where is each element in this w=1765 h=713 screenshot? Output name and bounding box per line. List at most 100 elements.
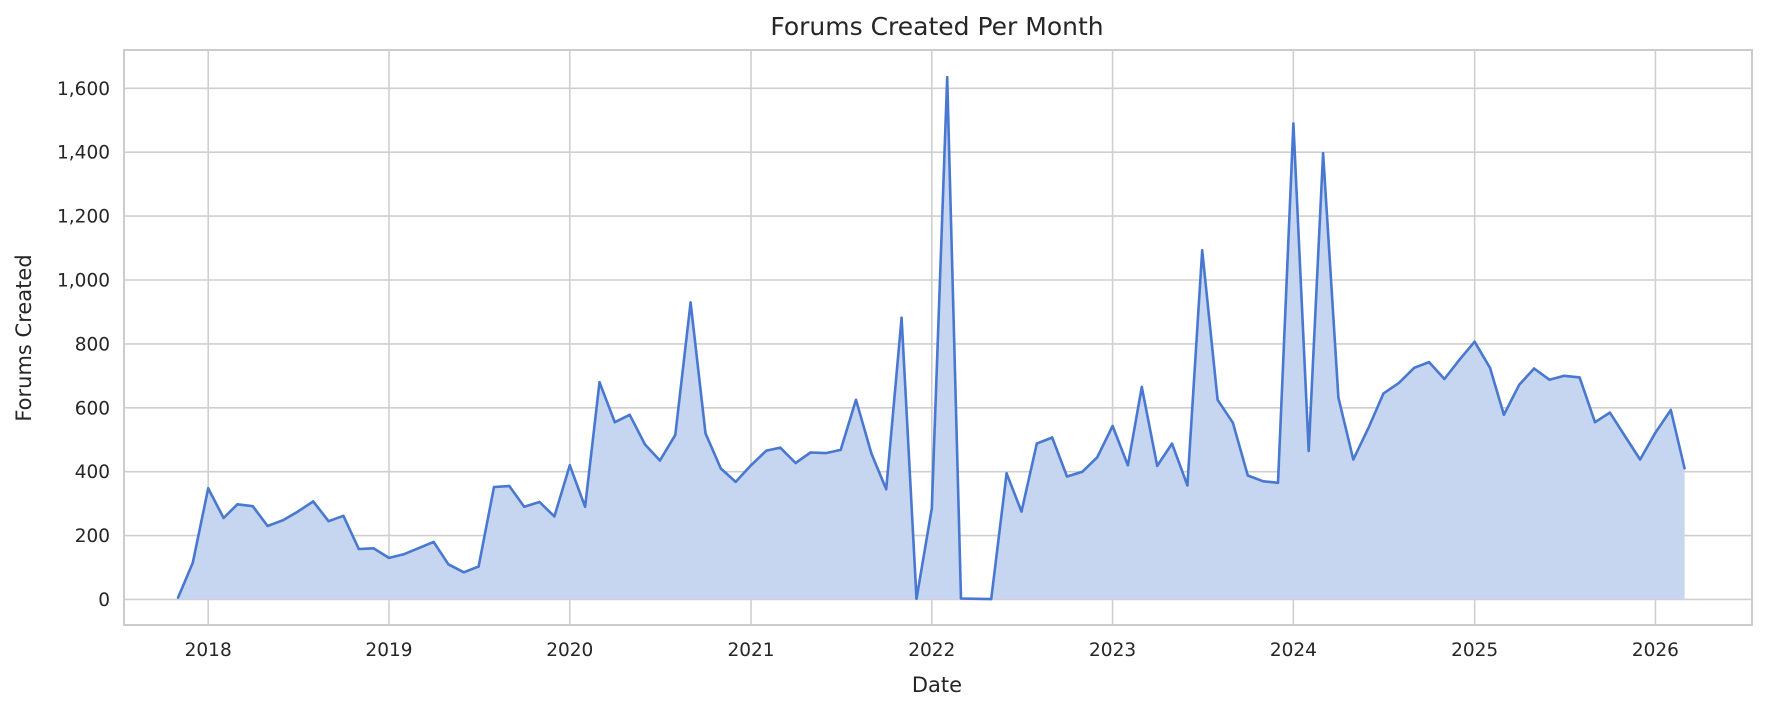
- y-tick-label: 1,200: [57, 207, 110, 228]
- data-point: [1458, 358, 1461, 362]
- data-point: [447, 563, 450, 566]
- data-points: [176, 76, 1686, 601]
- data-point: [959, 597, 963, 600]
- data-point: [1488, 366, 1492, 369]
- data-point: [1156, 464, 1159, 468]
- data-point: [492, 485, 496, 489]
- data-point: [674, 433, 677, 437]
- chart-title: Forums Created Per Month: [770, 12, 1103, 41]
- data-point: [1170, 442, 1174, 445]
- data-point: [1096, 456, 1099, 459]
- y-axis-label: Forums Created: [12, 254, 36, 421]
- data-point: [1065, 475, 1069, 478]
- data-point: [1126, 464, 1130, 467]
- area-fill: [178, 77, 1685, 600]
- data-point: [749, 464, 753, 467]
- y-tick-label: 200: [75, 526, 110, 547]
- x-tick-label: 2020: [546, 640, 593, 661]
- data-point: [1321, 152, 1325, 155]
- data-point: [1683, 467, 1686, 470]
- data-point: [900, 316, 903, 319]
- data-point: [1081, 470, 1084, 473]
- y-tick-label: 1,600: [57, 79, 110, 100]
- data-point: [1035, 442, 1039, 445]
- data-point: [462, 571, 465, 574]
- data-point: [824, 451, 827, 455]
- data-point: [1186, 484, 1189, 487]
- data-point: [403, 552, 406, 556]
- data-point: [191, 561, 194, 564]
- y-tick-label: 600: [75, 398, 110, 419]
- data-point: [1413, 366, 1416, 369]
- y-tick-labels: 0 200 400 600 800 1,000 1,200 1,400 1,600: [57, 79, 110, 611]
- data-point: [734, 480, 737, 484]
- data-point: [658, 459, 662, 462]
- data-point: [266, 524, 269, 528]
- data-point: [1669, 408, 1673, 412]
- data-point: [1051, 436, 1054, 439]
- data-point: [1473, 340, 1476, 343]
- data-point: [477, 565, 480, 568]
- data-point: [281, 519, 285, 522]
- data-point: [689, 301, 692, 304]
- data-point: [870, 452, 873, 455]
- data-point: [1005, 472, 1008, 475]
- data-point: [1638, 458, 1642, 461]
- data-point: [357, 547, 360, 551]
- data-point: [1231, 421, 1235, 424]
- y-tick-label: 0: [98, 590, 110, 611]
- data-point: [1020, 510, 1023, 513]
- data-point: [975, 597, 978, 600]
- data-point: [643, 443, 647, 446]
- data-point: [1518, 383, 1521, 386]
- data-point: [1140, 385, 1144, 389]
- data-point: [1578, 376, 1581, 379]
- data-point: [990, 597, 993, 601]
- data-point: [854, 398, 858, 401]
- x-tick-label: 2025: [1451, 640, 1498, 661]
- data-point: [1216, 398, 1219, 401]
- x-tick-label: 2019: [365, 640, 412, 661]
- data-point: [598, 381, 601, 384]
- data-point: [1624, 435, 1627, 438]
- data-point: [1397, 381, 1401, 385]
- data-point: [372, 547, 375, 550]
- x-tick-labels: 2018 2019 2020 2021 2022 2023 2024 2025 2026: [185, 640, 1679, 661]
- data-point: [885, 488, 888, 491]
- data-point: [222, 516, 225, 520]
- data-point: [1262, 480, 1265, 483]
- x-tick-label: 2022: [908, 640, 955, 661]
- data-point: [809, 451, 812, 454]
- data-point: [296, 510, 299, 513]
- x-tick-label: 2021: [727, 640, 774, 661]
- data-point: [1111, 424, 1114, 428]
- data-point: [930, 507, 933, 510]
- data-point: [946, 76, 949, 79]
- data-point: [704, 432, 707, 435]
- x-tick-label: 2024: [1270, 640, 1317, 661]
- data-point: [251, 505, 254, 508]
- data-point: [1548, 378, 1551, 381]
- data-point: [312, 500, 315, 503]
- x-tick-label: 2018: [185, 640, 232, 661]
- data-point: [432, 540, 435, 544]
- data-point: [508, 484, 511, 488]
- data-point: [236, 503, 239, 506]
- y-tick-label: 1,000: [57, 271, 110, 292]
- data-point: [207, 487, 210, 490]
- y-tick-label: 1,400: [57, 143, 110, 164]
- data-point: [1654, 431, 1657, 434]
- data-point: [613, 421, 616, 424]
- data-point: [1276, 481, 1280, 484]
- x-axis-label: Date: [912, 673, 962, 697]
- data-point: [1292, 122, 1295, 125]
- data-point: [583, 505, 587, 508]
- data-point: [719, 467, 722, 470]
- data-point: [1201, 249, 1204, 252]
- data-point: [568, 464, 571, 467]
- data-point: [1367, 426, 1370, 429]
- y-tick-label: 800: [75, 334, 110, 355]
- data-point: [779, 446, 782, 449]
- data-point: [553, 515, 556, 518]
- data-point: [915, 597, 918, 600]
